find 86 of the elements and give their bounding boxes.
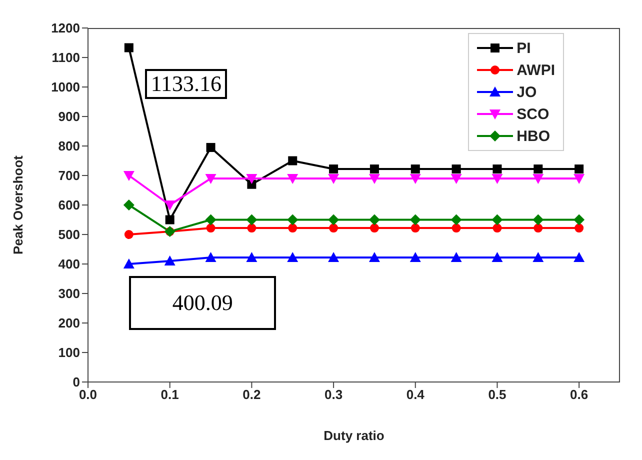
x-tick-label: 0.0	[78, 387, 98, 402]
point	[532, 174, 544, 184]
point	[246, 174, 258, 184]
y-axis-title: Peak Overshoot	[10, 154, 26, 254]
point	[246, 214, 258, 226]
y-tick-label: 900	[58, 109, 80, 124]
point	[574, 214, 585, 226]
point	[574, 224, 584, 233]
point	[532, 252, 544, 262]
y-tick-label: 0	[72, 374, 80, 390]
point	[452, 164, 461, 174]
x-tick-label: 0.1	[160, 387, 179, 402]
point	[370, 224, 379, 233]
legend-label: JO	[516, 84, 537, 100]
x-axis-title: Duty ratio	[324, 428, 384, 443]
annotation: 400.09	[172, 290, 233, 316]
point	[287, 174, 298, 184]
y-tick-label: 1000	[51, 80, 80, 95]
point	[247, 224, 256, 233]
point	[492, 164, 502, 174]
point	[368, 214, 380, 226]
y-tick-label: 700	[58, 168, 80, 184]
y-tick-label: 200	[58, 316, 80, 331]
x-tick-label: 0.2	[242, 387, 261, 402]
point	[450, 174, 462, 184]
x-tick-label: 0.4	[406, 387, 426, 402]
point	[206, 224, 216, 233]
point	[246, 252, 258, 262]
y-tick-label: 400	[58, 256, 80, 272]
point	[450, 214, 462, 226]
legend-label: AWPI	[516, 62, 555, 78]
point	[164, 200, 176, 210]
point	[123, 258, 134, 268]
point	[205, 214, 216, 226]
point	[329, 164, 338, 174]
point	[368, 252, 380, 262]
point	[532, 214, 544, 226]
point	[410, 164, 420, 174]
point	[450, 252, 462, 262]
point	[288, 156, 298, 166]
annotation: 1133.16	[150, 71, 222, 98]
point	[124, 230, 134, 239]
point	[288, 224, 298, 233]
point	[534, 224, 543, 233]
legend-label: SCO	[516, 106, 550, 122]
point	[410, 214, 421, 226]
point	[124, 43, 134, 52]
point	[492, 174, 503, 184]
point	[287, 252, 298, 262]
y-tick-label: 1200	[51, 20, 80, 36]
point	[328, 214, 340, 226]
point	[164, 256, 176, 266]
point	[123, 171, 134, 181]
point	[370, 164, 379, 174]
point	[492, 214, 503, 226]
point	[328, 174, 340, 184]
y-tick-label: 500	[58, 227, 80, 242]
legend-label: PI	[516, 40, 531, 56]
point	[123, 200, 134, 210]
x-tick-label: 0.6	[570, 387, 588, 402]
point	[328, 252, 340, 262]
point	[368, 174, 380, 184]
x-tick-label: 0.5	[488, 387, 506, 402]
y-tick-label: 800	[58, 138, 80, 154]
point	[492, 252, 503, 262]
point	[410, 224, 420, 233]
y-tick-label: 100	[58, 345, 80, 360]
point	[165, 215, 174, 224]
point	[205, 174, 216, 184]
point	[492, 224, 502, 233]
y-tick-label: 600	[58, 198, 80, 213]
y-tick-label: 1100	[52, 50, 80, 66]
point	[452, 224, 461, 233]
x-tick-label: 0.3	[324, 387, 343, 402]
point	[205, 252, 216, 262]
point	[534, 164, 543, 174]
point	[410, 174, 421, 184]
point	[410, 252, 421, 262]
point	[206, 142, 216, 152]
point	[574, 252, 585, 262]
point	[287, 214, 298, 226]
point	[574, 164, 584, 174]
point	[574, 174, 585, 184]
point	[329, 224, 338, 233]
legend-label: HBO	[516, 128, 550, 144]
y-tick-label: 300	[58, 286, 80, 302]
